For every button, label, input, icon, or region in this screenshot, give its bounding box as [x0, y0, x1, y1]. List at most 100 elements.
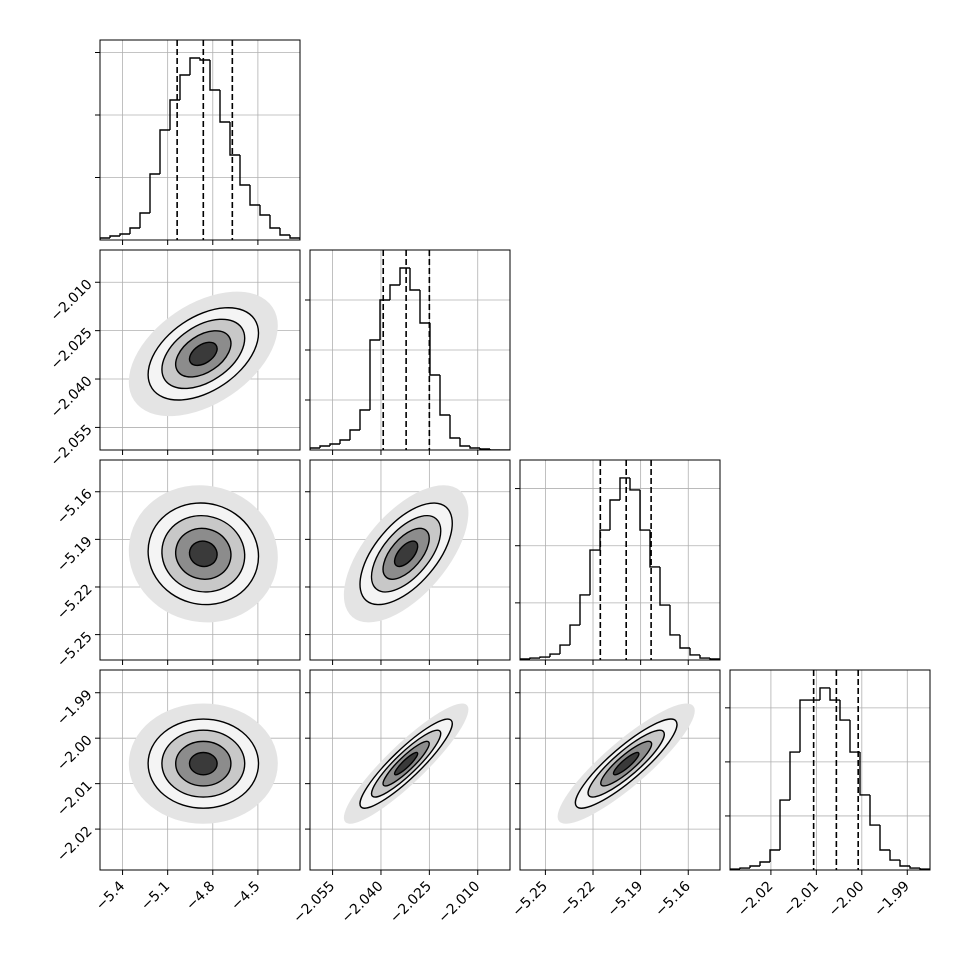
y-tick-label: −5.22	[54, 581, 96, 623]
x-tick-label: −5.16	[652, 878, 694, 920]
x-tick-label: −2.00	[826, 878, 868, 920]
histogram-step	[679, 634, 690, 649]
y-tick-label: −2.010	[48, 277, 96, 325]
histogram-step	[839, 700, 850, 721]
density-contour	[393, 540, 419, 568]
histogram-step	[899, 860, 910, 867]
histogram-step	[100, 237, 110, 240]
x-tick-label: −5.4	[93, 878, 128, 913]
histogram-step	[489, 449, 500, 450]
histogram-step	[789, 751, 800, 801]
y-tick-label: −2.00	[54, 733, 96, 775]
panel	[100, 250, 300, 450]
histogram-step	[529, 657, 540, 659]
x-tick-label: −5.22	[557, 878, 599, 920]
y-tick-label: −5.16	[54, 486, 96, 528]
x-tick-label: −2.025	[387, 878, 435, 926]
histogram-step	[279, 228, 290, 236]
histogram-step	[859, 752, 870, 796]
histogram-step	[259, 205, 270, 216]
panel	[310, 460, 510, 660]
histogram-step	[229, 122, 240, 156]
histogram-step	[699, 654, 710, 659]
density-contour	[393, 751, 419, 776]
histogram-step	[549, 653, 560, 658]
histogram-step	[779, 799, 790, 850]
histogram-step	[919, 868, 930, 870]
histogram-step	[569, 624, 580, 646]
histogram-step	[369, 339, 380, 410]
histogram-step	[649, 530, 660, 568]
panel-frame	[99, 249, 301, 451]
histogram-step	[629, 477, 640, 491]
histogram-step	[689, 648, 700, 656]
histogram-step	[469, 446, 480, 449]
histogram-step	[849, 720, 860, 753]
panel-frame	[309, 459, 511, 661]
x-tick-label: −5.25	[509, 878, 551, 920]
histogram-step	[539, 656, 550, 659]
y-tick-label: −2.040	[48, 373, 96, 421]
histogram-step	[139, 212, 150, 228]
histogram-step	[310, 447, 320, 450]
panel	[310, 670, 510, 870]
histogram-step	[429, 323, 440, 376]
histogram-step	[389, 284, 400, 300]
x-tick-label: −1.99	[871, 878, 913, 920]
histogram-step	[419, 290, 430, 324]
histogram-step	[520, 658, 530, 660]
histogram-step	[129, 227, 140, 234]
panel	[520, 460, 720, 660]
histogram-step	[749, 865, 760, 869]
histogram-step	[319, 445, 330, 448]
density-contour	[188, 341, 218, 367]
x-tick-label: −4.8	[183, 878, 218, 913]
histogram-step	[579, 594, 590, 626]
histogram-step	[459, 438, 470, 447]
histogram-step	[409, 268, 420, 291]
density-contour	[612, 751, 640, 776]
histogram-step	[599, 529, 610, 551]
density-contour	[188, 751, 218, 776]
histogram-step	[149, 173, 160, 213]
panel	[100, 460, 300, 660]
density-contour	[188, 540, 218, 568]
x-tick-label: −2.040	[339, 878, 387, 926]
histogram-step	[449, 415, 460, 439]
histogram-step	[379, 299, 390, 340]
histogram-step	[730, 868, 740, 870]
histogram-step	[119, 233, 130, 236]
histogram-step	[769, 849, 780, 862]
histogram-step	[109, 235, 120, 238]
panel	[310, 250, 510, 450]
y-tick-label: −5.19	[54, 534, 96, 576]
panel-frame	[99, 669, 301, 871]
y-tick-label: −2.02	[54, 823, 96, 865]
histogram-step	[249, 185, 260, 206]
panel-frame	[99, 39, 301, 241]
histogram-step	[289, 235, 300, 240]
histogram-step	[339, 439, 350, 444]
x-tick-label: −2.02	[735, 878, 777, 920]
histogram-step	[239, 155, 250, 186]
histogram-step	[609, 499, 620, 531]
histogram-step	[709, 658, 720, 660]
histogram-step	[589, 549, 600, 595]
panel	[100, 40, 300, 240]
panel-frame	[519, 669, 721, 871]
panel-frame	[309, 669, 511, 871]
y-tick-label: −1.99	[54, 687, 96, 729]
panel-frame	[99, 459, 301, 661]
histogram-step	[909, 866, 920, 869]
y-tick-label: −2.055	[48, 422, 96, 470]
histogram-step	[399, 267, 410, 285]
panel	[730, 670, 930, 870]
histogram-step	[559, 644, 570, 655]
y-tick-label: −2.01	[54, 778, 96, 820]
histogram-step	[759, 861, 770, 866]
panel-frame	[309, 249, 511, 451]
histogram-step	[879, 825, 890, 851]
histogram-step	[479, 448, 490, 450]
histogram-step	[349, 429, 360, 440]
